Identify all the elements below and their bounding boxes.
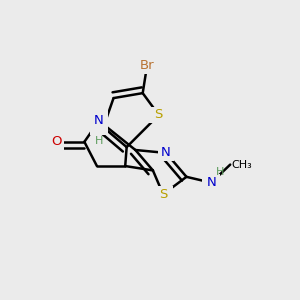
Text: N: N [206,176,216,189]
Text: N: N [161,146,171,159]
Text: CH₃: CH₃ [232,160,252,170]
FancyBboxPatch shape [90,106,108,135]
Text: O: O [51,135,61,148]
Text: H: H [216,167,224,177]
Text: S: S [159,188,167,201]
FancyBboxPatch shape [154,186,172,203]
FancyBboxPatch shape [202,174,220,191]
FancyBboxPatch shape [136,57,158,74]
FancyBboxPatch shape [48,134,64,150]
Text: H: H [95,136,103,146]
Text: N: N [94,114,104,127]
FancyBboxPatch shape [158,145,174,161]
Text: Br: Br [140,59,154,72]
Text: S: S [154,109,163,122]
FancyBboxPatch shape [149,106,168,124]
